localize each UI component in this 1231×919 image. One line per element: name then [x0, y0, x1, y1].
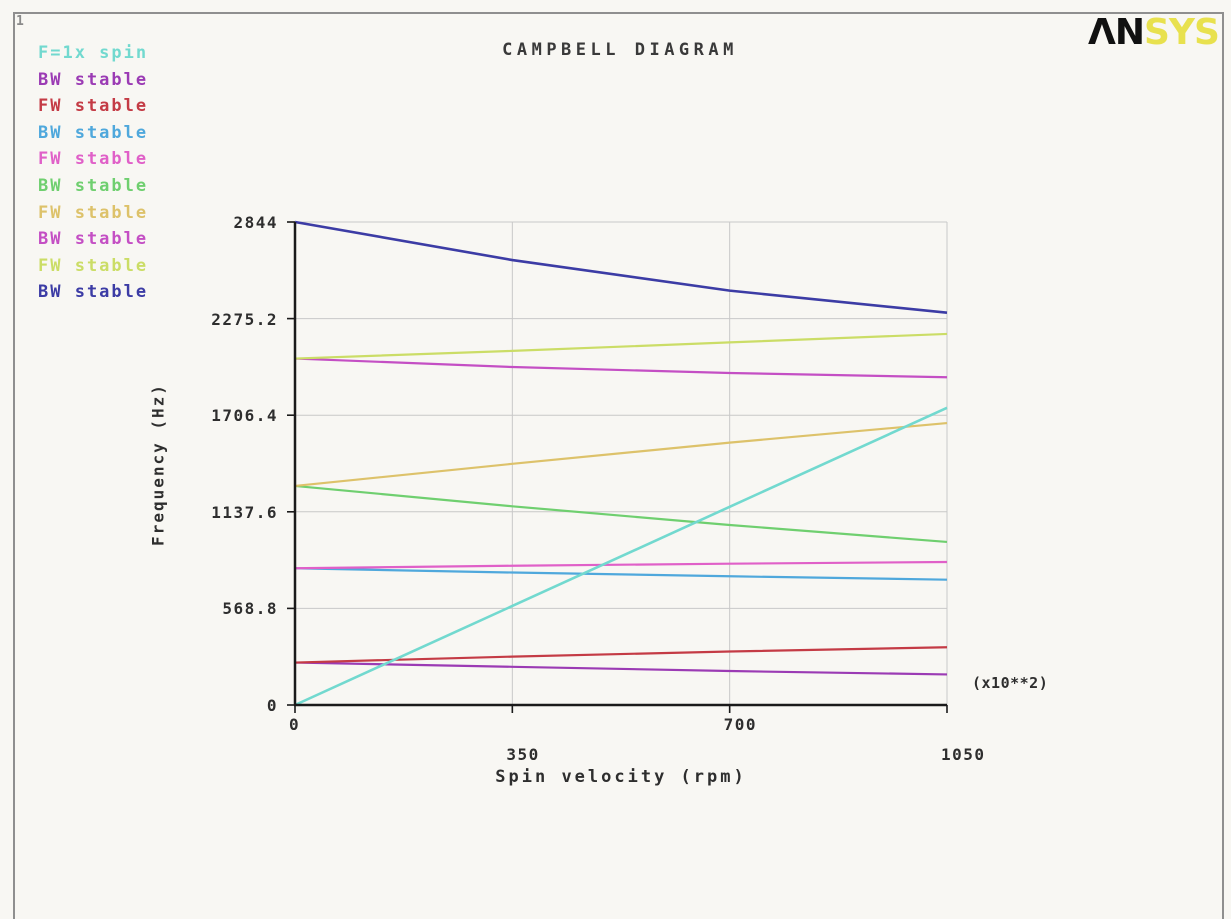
y-axis-title: Frequency (Hz)	[148, 383, 168, 546]
window-number-label: 1	[16, 14, 24, 29]
legend: F=1x spin BW stable FW stable BW stable FW s…	[38, 40, 148, 306]
legend-item: FW stable	[38, 202, 149, 223]
legend-item: BW stable	[38, 69, 149, 90]
campbell-diagram-plot: Frequency (Hz) Spin velocity (rpm) (x10*…	[149, 213, 1172, 802]
series-line-f-1x-spin	[294, 406, 948, 707]
series-line-fw-stable	[294, 421, 948, 488]
series-line-bw-stable	[294, 220, 948, 314]
y-tick-label: 2844	[233, 213, 278, 232]
ansys-logo-black-part: ΛN	[1088, 12, 1145, 53]
series-line-bw-stable	[294, 567, 948, 581]
ansys-logo: ΛNSYS	[1088, 15, 1220, 51]
x-tick-label: 1050	[941, 745, 986, 764]
x-axis-unit-note: (x10**2)	[972, 674, 1049, 692]
ansys-logo-yellow-part: SYS	[1144, 12, 1220, 53]
legend-item: BW stable	[38, 282, 149, 303]
legend-item: FW stable	[38, 255, 149, 276]
series-line-bw-stable	[294, 661, 948, 676]
series-line-fw-stable	[294, 560, 948, 570]
series-line-fw-stable	[294, 332, 948, 360]
legend-item: BW stable	[38, 229, 149, 250]
x-tick-label: 0	[289, 715, 301, 734]
y-tick-label: 1137.6	[211, 502, 278, 522]
legend-item: FW stable	[38, 149, 149, 170]
y-tick-label: 1706.4	[211, 406, 278, 426]
plot-canvas	[287, 220, 948, 713]
y-tick-label: 2275.2	[211, 309, 278, 329]
x-tick-label: 350	[506, 745, 540, 764]
legend-item: F=1x spin	[38, 43, 149, 63]
legend-item: BW stable	[38, 175, 149, 196]
legend-item: FW stable	[38, 96, 149, 117]
y-tick-label: 568.8	[222, 599, 278, 619]
legend-item: BW stable	[38, 122, 149, 143]
series-line-bw-stable	[294, 484, 948, 544]
series-line-fw-stable	[294, 646, 948, 664]
chart-title: CAMPBELL DIAGRAM	[502, 40, 738, 60]
x-axis-title: Spin velocity (rpm)	[495, 767, 747, 787]
series-line-bw-stable	[294, 357, 948, 379]
y-tick-label: 0	[266, 696, 278, 715]
x-tick-label: 700	[723, 715, 758, 734]
